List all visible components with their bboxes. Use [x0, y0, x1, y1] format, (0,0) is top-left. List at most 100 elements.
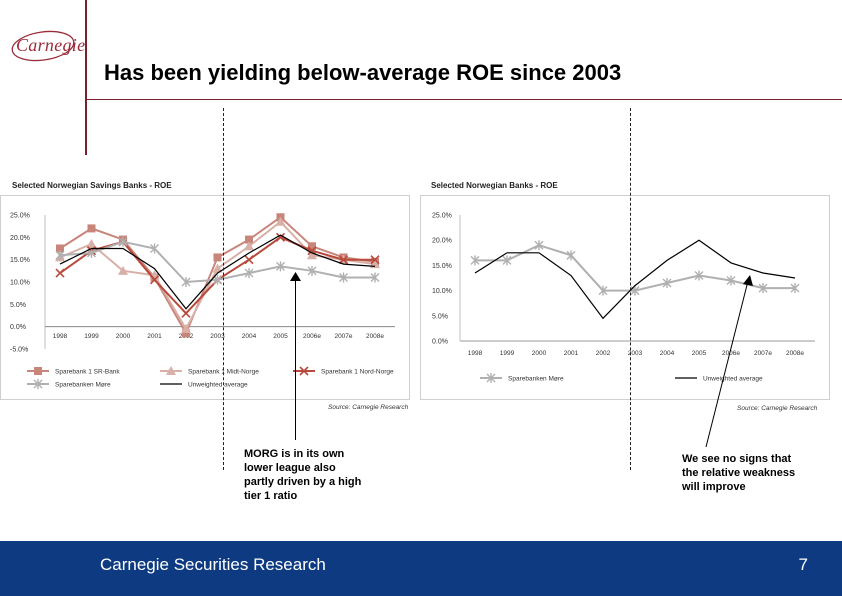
x-tick-label: 2005	[692, 350, 707, 357]
legend-label: Unweighted average	[703, 376, 763, 383]
x-tick-label: 2003	[628, 350, 643, 357]
y-tick-label: 20.0%	[10, 235, 30, 242]
y-tick-label: 10.0%	[432, 288, 452, 295]
x-tick-label: 2004	[660, 350, 675, 357]
legend-label: Sparebanken Møre	[508, 376, 564, 383]
x-tick-label: 2004	[242, 333, 257, 340]
x-tick-label: 2006e	[303, 333, 321, 340]
data-point	[55, 250, 65, 261]
data-point	[370, 255, 380, 265]
divider-2003-left	[223, 108, 224, 470]
x-tick-label: 2008e	[786, 350, 804, 357]
x-tick-label: 2002	[596, 350, 611, 357]
data-point	[150, 243, 159, 254]
y-tick-label: 0.0%	[10, 324, 26, 331]
data-point	[308, 242, 316, 251]
data-point	[758, 283, 768, 294]
data-point	[299, 366, 309, 376]
data-point	[213, 253, 222, 262]
data-point	[275, 232, 286, 242]
data-point	[244, 255, 254, 265]
legend-item: Unweighted average	[675, 376, 763, 383]
data-point	[486, 373, 496, 383]
data-point	[118, 236, 128, 247]
data-point	[790, 283, 800, 294]
data-point	[244, 268, 254, 279]
callout-left-line: partly driven by a high	[244, 476, 362, 488]
y-tick-label: 15.0%	[432, 263, 452, 270]
chart1-title: Selected Norwegian Savings Banks - ROE	[12, 181, 172, 190]
data-point	[55, 268, 65, 278]
y-tick-label: 5.0%	[10, 302, 26, 309]
y-tick-label: 25.0%	[432, 213, 452, 220]
series-sparebanken-m-re	[470, 240, 800, 296]
legend-item: Sparebanken Møre	[480, 373, 564, 383]
data-point	[181, 323, 191, 333]
header-horizontal-rule	[85, 99, 842, 100]
x-tick-label: 2007e	[754, 350, 772, 357]
footer-bar	[0, 541, 842, 596]
carnegie-logo	[11, 30, 75, 62]
x-tick-label: 1999	[84, 333, 99, 340]
y-tick-label: 20.0%	[432, 238, 452, 245]
series-line	[474, 239, 796, 320]
data-point	[244, 241, 254, 251]
header-vertical-rule	[85, 0, 87, 155]
data-point	[181, 308, 191, 318]
data-point	[566, 250, 576, 261]
data-point	[694, 270, 704, 281]
slide-title: Has been yielding below-average ROE sinc…	[104, 60, 622, 85]
y-tick-label: 10.0%	[10, 280, 30, 287]
x-tick-label: 2000	[532, 350, 547, 357]
x-tick-label: 2008e	[366, 333, 384, 340]
legend-item: Sparebank 1 Nord-Norge	[293, 366, 394, 376]
data-point	[726, 275, 736, 286]
data-point	[502, 255, 512, 266]
series-unweighted-average	[474, 239, 796, 320]
data-point	[166, 366, 176, 375]
x-tick-label: 2000	[116, 333, 131, 340]
data-point	[534, 240, 544, 251]
x-tick-label: 1999	[500, 350, 515, 357]
chart1-source: Source: Carnegie Research	[328, 404, 409, 411]
logo-text: Carnegie	[16, 35, 86, 55]
x-tick-label: 2001	[147, 333, 162, 340]
data-point	[149, 275, 160, 285]
callout-left-line: tier 1 ratio	[244, 490, 298, 502]
x-tick-label: 2003	[210, 333, 225, 340]
x-tick-label: 2005	[273, 333, 288, 340]
data-point	[338, 255, 349, 265]
y-tick-label: 0.0%	[432, 339, 448, 346]
data-point	[213, 274, 222, 285]
legend-label: Sparebank 1 SR-Bank	[55, 369, 120, 376]
footer-text: Carnegie Securities Research	[100, 555, 326, 574]
data-point	[276, 261, 285, 272]
chart-norwegian-banks-roe: 0.0% 5.0% 10.0% 15.0% 20.0% 25.0% 1998 1999 2000…	[420, 195, 830, 400]
callout-arrow-right	[705, 275, 753, 448]
data-point	[56, 244, 64, 253]
data-point	[307, 250, 317, 260]
arrowhead-left-icon	[290, 272, 301, 281]
page-number: 7	[798, 555, 808, 574]
data-point	[307, 265, 317, 276]
callout-left-line: lower league also	[244, 462, 336, 474]
chart-frame	[0, 195, 410, 400]
data-point	[33, 379, 43, 389]
x-tick-label: 2007e	[334, 333, 352, 340]
x-tick-label: 2001	[564, 350, 579, 357]
callout-left-line: MORG is in its own	[244, 448, 345, 460]
data-point	[182, 329, 190, 338]
data-point	[34, 367, 42, 375]
x-tick-label: 2006e	[722, 350, 740, 357]
legend-item: Unweighted average	[160, 382, 248, 389]
callout-arrow-left	[295, 277, 296, 440]
data-point	[275, 216, 286, 226]
data-point	[598, 285, 608, 296]
data-point	[86, 239, 97, 249]
data-point	[181, 277, 191, 287]
x-tick-label: 1998	[468, 350, 483, 357]
data-point	[339, 272, 348, 283]
legend-label: Sparebank 1 Nord-Norge	[321, 369, 394, 376]
callout-right-line: the relative weakness	[682, 467, 796, 479]
y-tick-label: 25.0%	[10, 213, 30, 220]
